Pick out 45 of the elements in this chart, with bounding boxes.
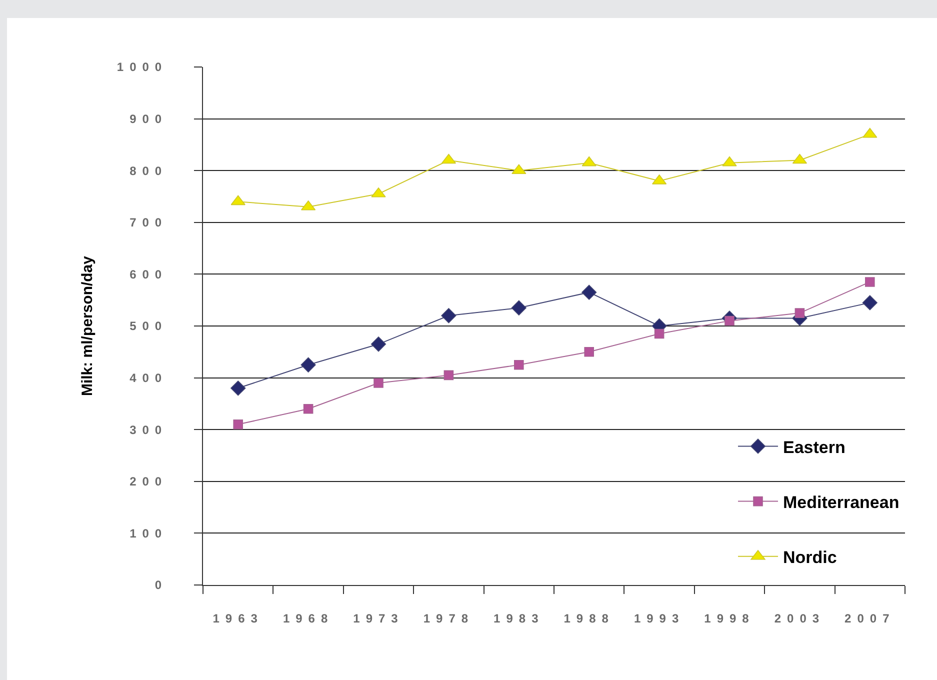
y-tick-label: 0 bbox=[154, 578, 168, 592]
y-tick-label: 300 bbox=[130, 422, 168, 437]
y-tick-label: 400 bbox=[130, 371, 168, 385]
point bbox=[654, 328, 664, 339]
point bbox=[865, 277, 875, 287]
y-tick-label: 1000 bbox=[116, 60, 168, 74]
x-tick-label: 1983 bbox=[494, 611, 544, 626]
y-tick-label: 200 bbox=[130, 474, 168, 489]
legend-label: Nordic bbox=[783, 548, 837, 568]
point bbox=[862, 295, 878, 310]
point bbox=[230, 380, 246, 396]
point bbox=[862, 128, 878, 138]
point bbox=[511, 300, 526, 316]
legend-label: Mediterranean bbox=[783, 492, 900, 512]
x-tick-label: 1968 bbox=[282, 611, 334, 626]
point bbox=[374, 378, 384, 388]
legend-label: Eastern bbox=[783, 438, 846, 457]
point bbox=[584, 347, 594, 357]
point bbox=[300, 357, 316, 372]
point bbox=[514, 360, 524, 370]
point bbox=[370, 336, 386, 352]
y-axis-title: Milk: ml/person/day bbox=[79, 255, 96, 396]
y-tick-label: 500 bbox=[130, 319, 168, 334]
point bbox=[233, 420, 243, 430]
x-tick-label: 1963 bbox=[212, 611, 264, 626]
x-tick-label: 1993 bbox=[634, 611, 685, 626]
y-tick-label: 800 bbox=[130, 164, 168, 178]
point bbox=[582, 156, 596, 166]
y-tick-label: 900 bbox=[130, 112, 168, 126]
y-tick-label: 700 bbox=[130, 216, 168, 230]
y-tick-label: 600 bbox=[130, 267, 168, 282]
y-tick-label: 100 bbox=[130, 526, 168, 540]
x-tick-label: 1988 bbox=[564, 611, 614, 626]
point bbox=[582, 284, 597, 300]
point bbox=[441, 308, 456, 324]
point bbox=[722, 156, 737, 166]
x-tick-label: 1978 bbox=[423, 611, 474, 626]
x-tick-label: 2003 bbox=[774, 611, 826, 626]
x-tick-label: 2007 bbox=[844, 611, 896, 626]
point bbox=[303, 404, 314, 414]
point bbox=[230, 195, 246, 206]
point bbox=[794, 308, 805, 318]
x-tick-label: 1998 bbox=[704, 611, 755, 626]
point bbox=[444, 370, 454, 380]
x-tick-label: 1973 bbox=[353, 611, 404, 626]
